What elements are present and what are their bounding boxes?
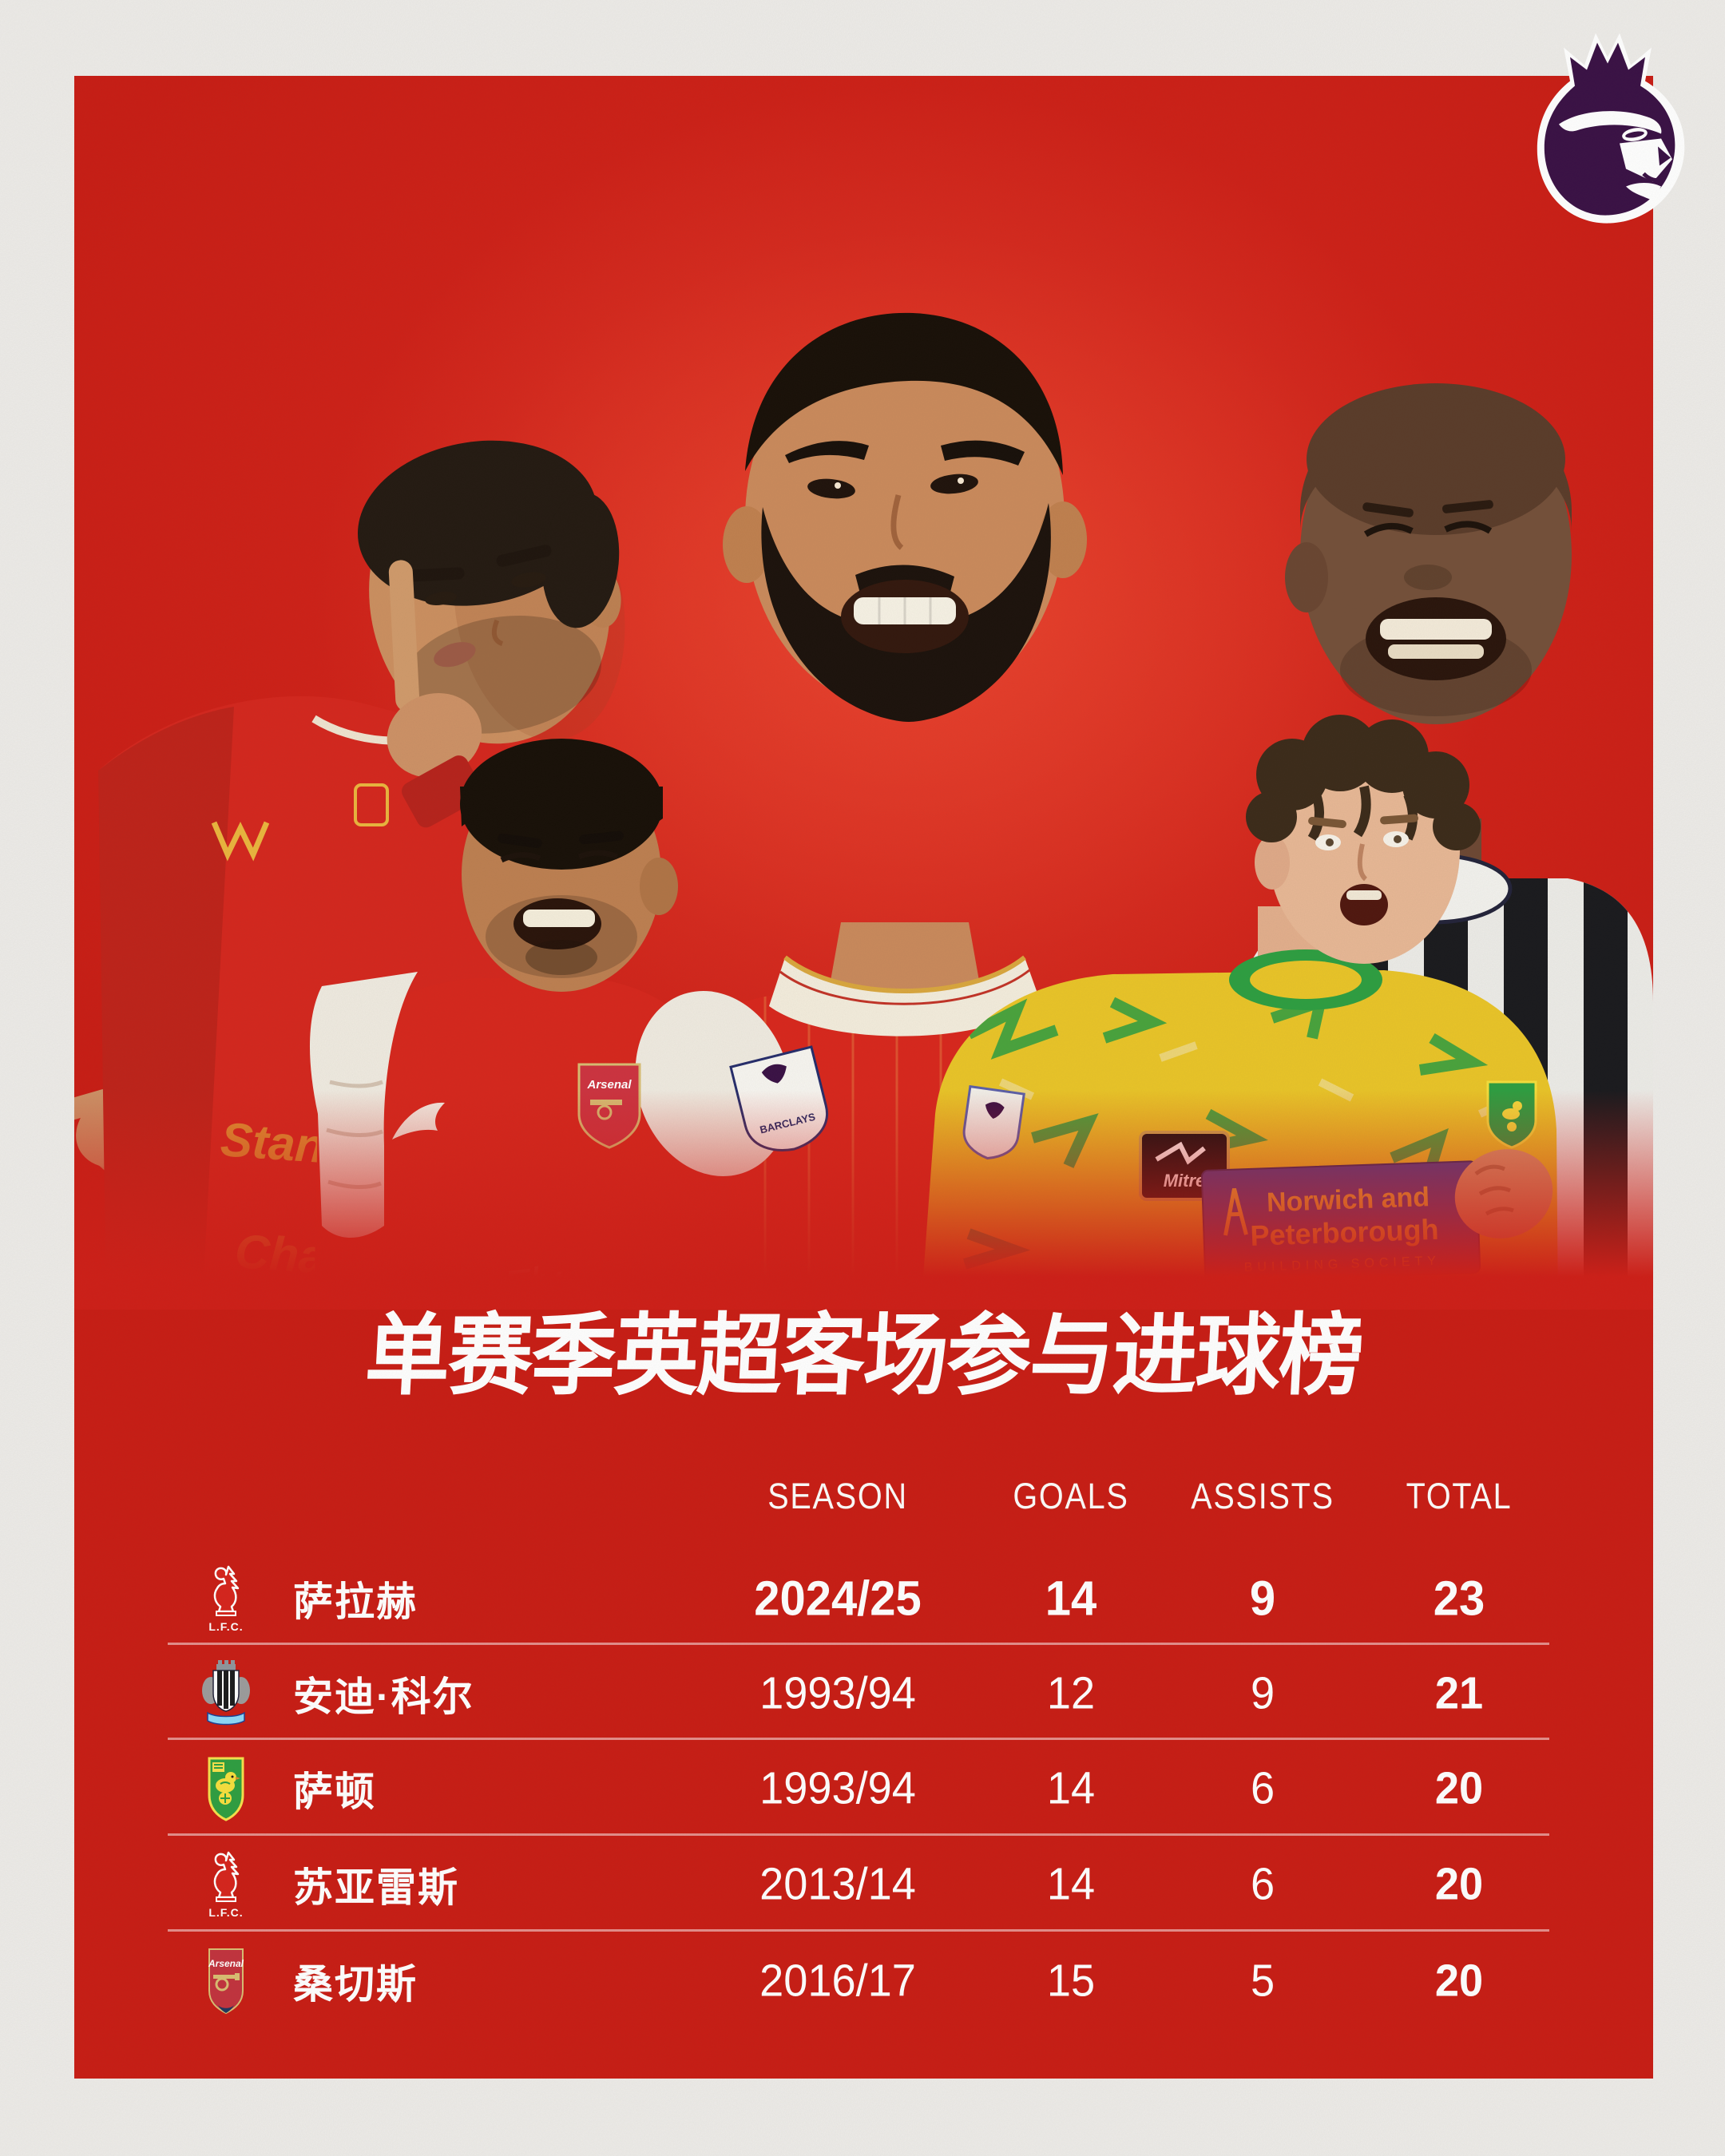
liverpool-crest-icon: L.F.C. [208, 1565, 243, 1633]
total-value: 21 [1434, 1667, 1484, 1719]
player-name: 萨拉赫 [293, 1579, 418, 1624]
assists-value: 9 [1250, 1667, 1275, 1719]
row-divider [168, 1833, 1549, 1836]
goals-value: 14 [1046, 1858, 1096, 1910]
season-value: 2024/25 [754, 1571, 922, 1626]
svg-text:Arsenal: Arsenal [208, 1958, 244, 1969]
arsenal-crest-icon: Arsenal [208, 1948, 244, 2015]
assists-value: 5 [1250, 1955, 1275, 2007]
player-collage: Standard Chartered [74, 84, 1653, 1310]
player-name: 安迪·科尔 [293, 1674, 474, 1719]
page-title: 单赛季英超客场参与进球榜 [363, 1306, 1365, 1405]
svg-text:L.F.C.: L.F.C. [208, 1906, 243, 1919]
player-name: 苏亚雷斯 [293, 1865, 459, 1910]
svg-text:Arsenal: Arsenal [586, 1078, 632, 1092]
player-name: 萨顿 [293, 1770, 376, 1814]
total-value: 20 [1434, 1858, 1484, 1910]
total-value: 20 [1434, 1762, 1484, 1814]
liverpool-crest-icon: L.F.C. [208, 1851, 243, 1919]
row-divider [168, 1738, 1549, 1740]
goals-value: 15 [1046, 1955, 1096, 2007]
collage-fade [74, 1090, 1653, 1310]
player-name: 桑切斯 [293, 1962, 418, 2007]
assists-value: 6 [1250, 1762, 1275, 1814]
total-value: 20 [1434, 1955, 1484, 2007]
goals-value: 12 [1046, 1667, 1096, 1719]
season-value: 2016/17 [759, 1955, 916, 2007]
assists-value: 6 [1250, 1858, 1275, 1910]
column-header-season: SEASON [767, 1476, 908, 1516]
row-divider [168, 1643, 1549, 1645]
norwich-city-crest-icon [208, 1757, 244, 1821]
season-value: 1993/94 [759, 1762, 916, 1814]
season-value: 2013/14 [759, 1858, 916, 1910]
goals-value: 14 [1046, 1762, 1096, 1814]
assists-value: 9 [1249, 1571, 1276, 1626]
column-header-goals: GOALS [1013, 1476, 1129, 1516]
goals-value: 14 [1045, 1571, 1097, 1626]
newcastle-united-crest-icon [202, 1660, 250, 1726]
season-value: 1993/94 [759, 1667, 916, 1719]
premier-league-lion-icon [1537, 33, 1685, 224]
total-value: 23 [1433, 1571, 1485, 1626]
row-divider [168, 1929, 1549, 1932]
column-header-assists: ASSISTS [1191, 1476, 1334, 1516]
column-header-total: TOTAL [1406, 1476, 1513, 1516]
svg-text:L.F.C.: L.F.C. [208, 1620, 243, 1633]
